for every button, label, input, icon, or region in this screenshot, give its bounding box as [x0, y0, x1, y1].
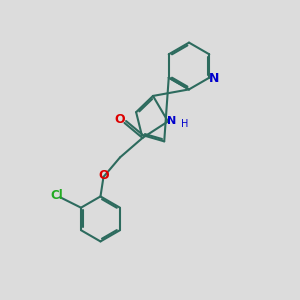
Text: N: N	[167, 116, 176, 126]
Text: O: O	[115, 113, 125, 126]
Text: Cl: Cl	[51, 189, 63, 202]
Text: H: H	[181, 119, 188, 129]
Text: O: O	[98, 169, 109, 182]
Text: N: N	[208, 72, 219, 85]
